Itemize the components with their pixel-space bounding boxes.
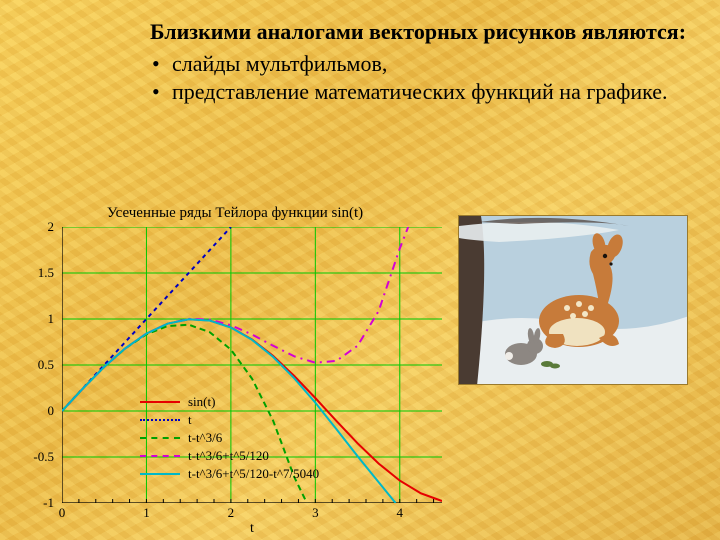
legend-item: t-t^3/6+t^5/120-t^7/5040: [140, 465, 319, 483]
legend-swatch: [140, 437, 180, 439]
legend-label: t: [188, 412, 192, 428]
y-tick-label: -0.5: [33, 449, 54, 465]
cartoon-frame: [458, 215, 688, 385]
y-tick-label: 0: [48, 403, 55, 419]
x-tick-label: 2: [228, 505, 235, 521]
y-tick-label: 1: [48, 311, 55, 327]
bullet-item: слайды мультфильмов,: [150, 50, 710, 79]
x-tick-label: 4: [397, 505, 404, 521]
legend-item: t-t^3/6+t^5/120: [140, 447, 319, 465]
y-tick-label: -1: [43, 495, 54, 511]
legend-swatch: [140, 455, 180, 457]
x-axis-label: t: [62, 521, 442, 537]
legend-item: t-t^3/6: [140, 429, 319, 447]
x-tick-label: 0: [59, 505, 66, 521]
slide-heading: Близкими аналогами векторных рисунков яв…: [150, 18, 710, 46]
legend-label: sin(t): [188, 394, 215, 410]
bullet-item: представление математических функций на …: [150, 78, 710, 107]
chart-legend: sin(t) t t-t^3/6 t-t^3/6+t^5/120 t-t^3/6+t^5…: [140, 393, 319, 483]
taylor-chart: Усеченные ряды Тейлора функции sin(t) -1…: [20, 205, 450, 525]
y-tick-label: 0.5: [38, 357, 54, 373]
x-tick-label: 3: [312, 505, 319, 521]
legend-label: t-t^3/6+t^5/120-t^7/5040: [188, 466, 319, 482]
x-tick-label: 1: [143, 505, 150, 521]
chart-title: Усеченные ряды Тейлора функции sin(t): [20, 205, 450, 222]
text-block: Близкими аналогами векторных рисунков яв…: [150, 18, 710, 107]
y-axis: -1-0.500.511.52: [20, 225, 60, 505]
legend-label: t-t^3/6+t^5/120: [188, 448, 269, 464]
legend-swatch: [140, 419, 180, 421]
legend-swatch: [140, 401, 180, 403]
bullet-list: слайды мультфильмов, представление матем…: [150, 50, 710, 107]
legend-item: sin(t): [140, 393, 319, 411]
legend-label: t-t^3/6: [188, 430, 222, 446]
legend-swatch: [140, 473, 180, 475]
y-tick-label: 2: [48, 219, 55, 235]
legend-item: t: [140, 411, 319, 429]
y-tick-label: 1.5: [38, 265, 54, 281]
